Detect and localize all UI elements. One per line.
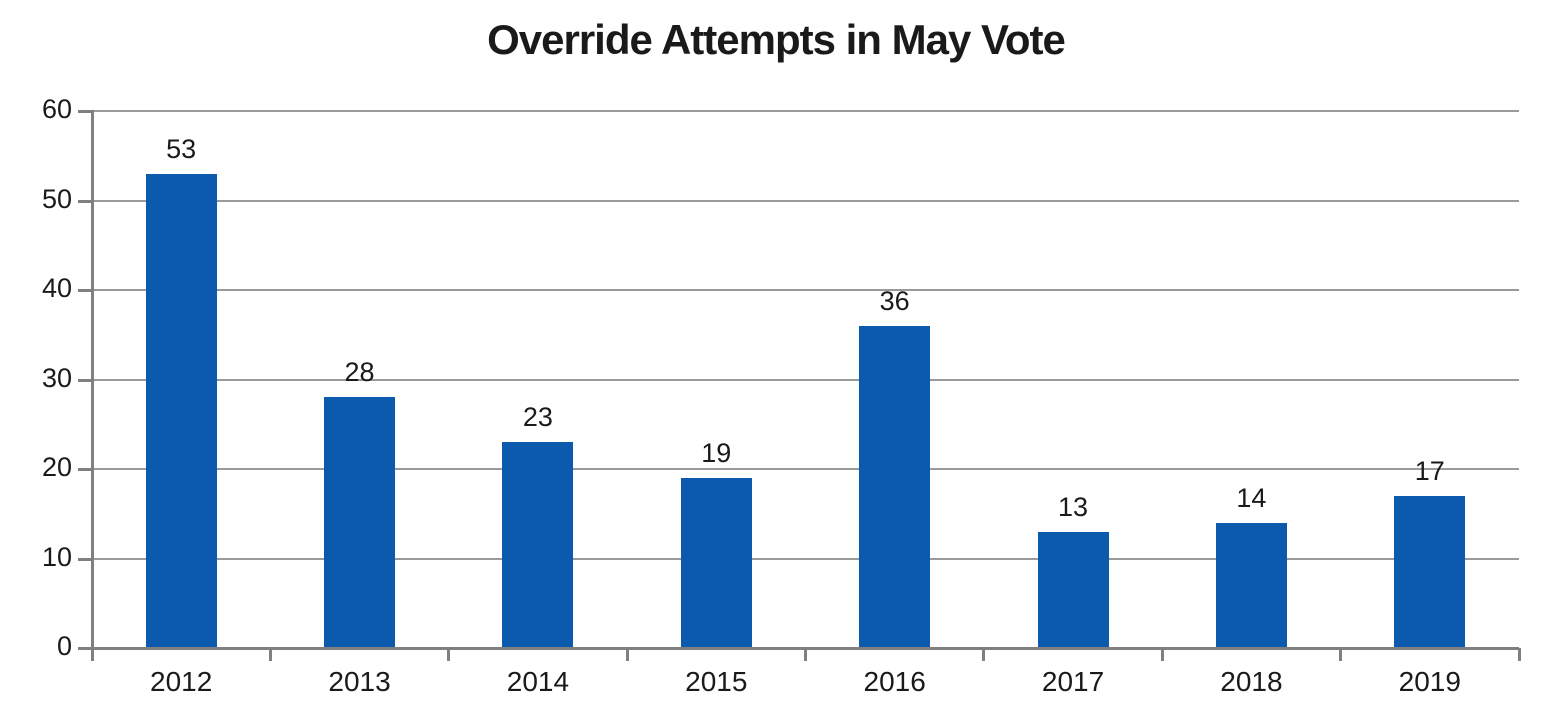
bar xyxy=(1394,495,1466,648)
gridline xyxy=(92,110,1519,112)
bar-value-label: 23 xyxy=(522,402,553,433)
y-axis-tick xyxy=(78,289,92,292)
y-axis-line xyxy=(91,110,94,661)
bar xyxy=(145,173,217,648)
y-tick-label: 60 xyxy=(41,94,72,124)
bar xyxy=(502,442,574,648)
y-axis-tick xyxy=(78,468,92,471)
bar-value-label: 36 xyxy=(879,285,910,316)
bar-value-label: 19 xyxy=(701,437,732,468)
y-tick-label: 20 xyxy=(41,452,72,482)
x-axis-tick xyxy=(1160,648,1164,661)
chart-title: Override Attempts in May Vote xyxy=(487,16,1066,63)
bar xyxy=(680,477,752,648)
y-axis-tick xyxy=(78,199,92,203)
y-axis-tick xyxy=(78,110,92,113)
x-tick-label: 2016 xyxy=(863,666,926,697)
gridline xyxy=(92,199,1519,202)
gridline xyxy=(92,468,1519,470)
x-axis-line xyxy=(78,647,1519,650)
x-tick-label: 2015 xyxy=(685,666,748,697)
y-tick-label: 30 xyxy=(41,362,72,393)
x-tick-label: 2014 xyxy=(506,666,570,697)
bar xyxy=(1037,531,1109,648)
x-tick-label: 2018 xyxy=(1220,666,1283,697)
x-tick-label: 2019 xyxy=(1398,666,1461,697)
y-tick-label: 40 xyxy=(41,273,72,303)
bar-value-label: 17 xyxy=(1414,455,1445,486)
x-axis-tick xyxy=(1339,648,1343,661)
x-axis-tick xyxy=(625,648,629,661)
bar xyxy=(859,325,931,648)
x-tick-label: 2012 xyxy=(150,666,213,697)
x-axis-tick xyxy=(447,648,451,661)
bar xyxy=(324,397,396,648)
y-tick-label: 0 xyxy=(56,631,72,661)
y-tick-label: 50 xyxy=(41,183,72,214)
bar-value-label: 14 xyxy=(1236,482,1267,513)
x-tick-label: 2017 xyxy=(1041,666,1105,697)
gridline xyxy=(92,378,1519,381)
bar-value-label: 13 xyxy=(1058,491,1089,522)
bar xyxy=(1215,522,1287,648)
y-axis-tick xyxy=(78,557,92,561)
x-axis-tick xyxy=(804,648,807,661)
gridline xyxy=(92,289,1519,291)
bar-value-label: 53 xyxy=(166,133,197,164)
x-tick-label: 2013 xyxy=(328,666,391,697)
y-tick-label: 10 xyxy=(41,541,72,572)
y-axis-tick xyxy=(78,378,92,382)
x-axis-tick xyxy=(268,648,272,661)
bar-value-label: 28 xyxy=(344,357,375,388)
gridline xyxy=(92,557,1519,560)
x-axis-tick xyxy=(1517,648,1521,661)
x-axis-tick xyxy=(982,648,986,661)
